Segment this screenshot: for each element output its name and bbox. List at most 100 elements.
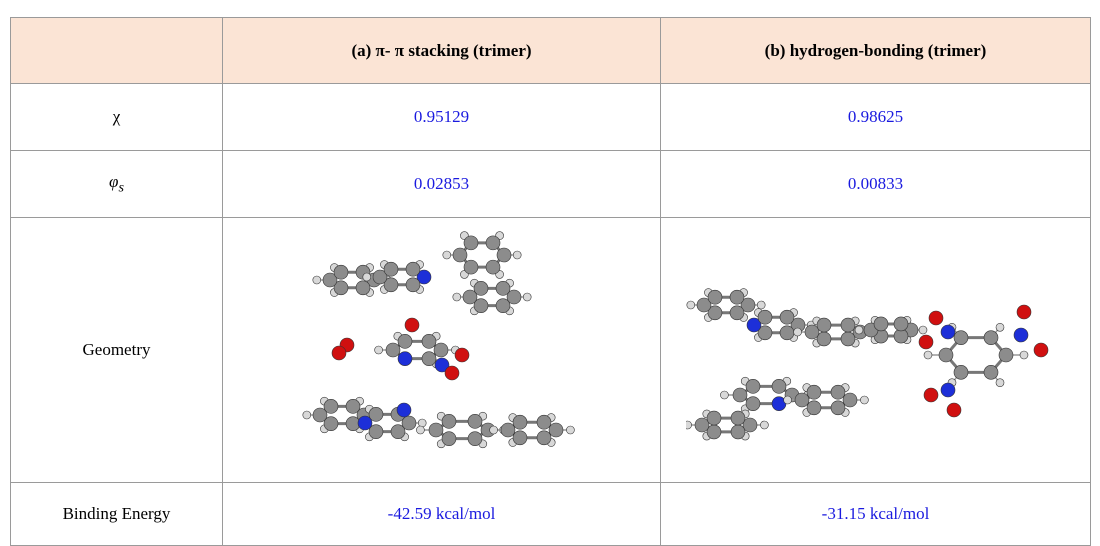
atom [523, 293, 531, 301]
atom [686, 301, 694, 309]
atom [513, 431, 527, 445]
row-label: Geometry [11, 218, 223, 483]
atom [537, 431, 551, 445]
atom [924, 388, 938, 402]
atom [730, 306, 744, 320]
atom [374, 346, 382, 354]
row: φs 0.02853 0.00833 [11, 151, 1091, 218]
atom [817, 332, 831, 346]
atom [513, 415, 527, 429]
atom [831, 385, 845, 399]
atom [939, 348, 953, 362]
atom [416, 426, 424, 434]
atom [434, 343, 448, 357]
atom [743, 418, 757, 432]
atom [731, 425, 745, 439]
atom [302, 411, 310, 419]
header-row: (a) π- π stacking (trimer) (b) hydrogen-… [11, 18, 1091, 84]
image-cell [661, 218, 1091, 483]
atom [795, 393, 809, 407]
atom [398, 352, 412, 366]
atom [1017, 305, 1031, 319]
atom [356, 281, 370, 295]
atom [445, 366, 459, 380]
row-label: φs [11, 151, 223, 218]
atom [894, 317, 908, 331]
atom [334, 265, 348, 279]
atom [455, 348, 469, 362]
atom [312, 276, 320, 284]
value-cell: 0.00833 [661, 151, 1091, 218]
row: χ 0.95129 0.98625 [11, 84, 1091, 151]
atom [860, 396, 868, 404]
value-cell: -42.59 kcal/mol [223, 483, 661, 546]
atom [442, 432, 456, 446]
atom [501, 423, 515, 437]
atom [497, 248, 511, 262]
atom [452, 293, 460, 301]
atom [442, 251, 450, 259]
atom [708, 290, 722, 304]
atom [929, 311, 943, 325]
atom [733, 388, 747, 402]
atom [984, 365, 998, 379]
atom [332, 346, 346, 360]
atom [384, 262, 398, 276]
atom [549, 423, 563, 437]
atom [496, 281, 510, 295]
atom [406, 278, 420, 292]
atom [783, 396, 791, 404]
atom [746, 397, 760, 411]
header-cell: (b) hydrogen-bonding (trimer) [661, 18, 1091, 84]
atom [486, 260, 500, 274]
value-cell: 0.95129 [223, 84, 661, 151]
atom [730, 290, 744, 304]
atom [919, 326, 927, 334]
atom [453, 248, 467, 262]
atom [874, 317, 888, 331]
atom [954, 365, 968, 379]
atom [924, 351, 932, 359]
atom [996, 323, 1004, 331]
atom [758, 310, 772, 324]
atom [780, 326, 794, 340]
atom [707, 411, 721, 425]
atom [369, 407, 383, 421]
molecule-image [292, 225, 592, 475]
atom [464, 236, 478, 250]
atom [695, 418, 709, 432]
corner-cell [11, 18, 223, 84]
atom [464, 260, 478, 274]
atom [346, 399, 360, 413]
atom [429, 423, 443, 437]
atom [817, 318, 831, 332]
atom [843, 393, 857, 407]
atom [1020, 351, 1028, 359]
atom [391, 425, 405, 439]
atom [772, 379, 786, 393]
value-cell: 0.98625 [661, 84, 1091, 151]
atom [566, 426, 574, 434]
atom [405, 318, 419, 332]
atom [513, 251, 521, 259]
atom [362, 273, 370, 281]
atom [793, 328, 801, 336]
row: Geometry [11, 218, 1091, 483]
atom [731, 411, 745, 425]
atom [486, 236, 500, 250]
atom [422, 352, 436, 366]
value-cell: -31.15 kcal/mol [661, 483, 1091, 546]
atom [474, 281, 488, 295]
atom [954, 331, 968, 345]
atom [757, 301, 765, 309]
image-cell [223, 218, 661, 483]
atom [398, 334, 412, 348]
atom [984, 331, 998, 345]
atom [855, 326, 863, 334]
atom [947, 403, 961, 417]
atom [941, 383, 955, 397]
atom [841, 332, 855, 346]
atom [422, 334, 436, 348]
atom [1034, 343, 1048, 357]
atom [442, 414, 456, 428]
